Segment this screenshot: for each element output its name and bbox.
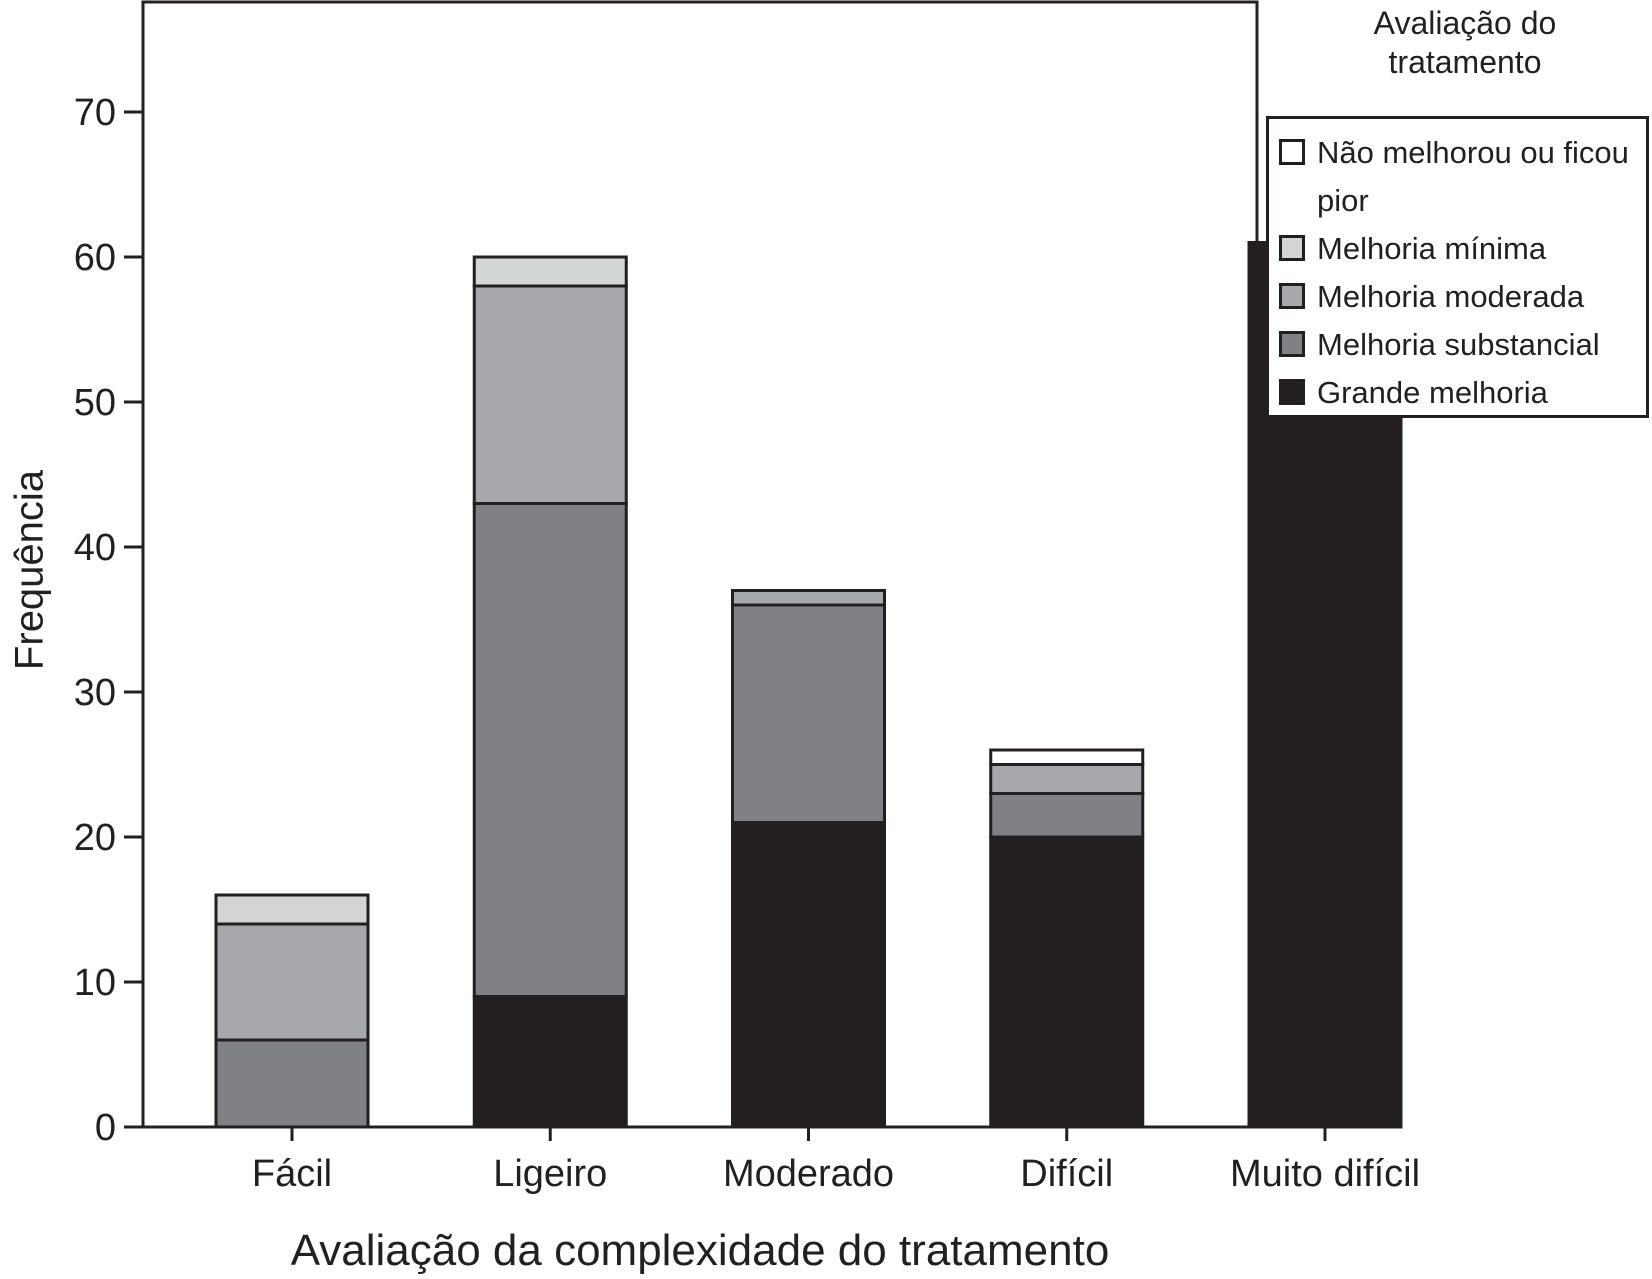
y-tick-label: 10	[74, 962, 116, 1004]
legend-item-melhoria-moderada: Melhoria moderada	[1279, 273, 1640, 321]
legend-item-melhoria-substancial: Melhoria substancial	[1279, 321, 1640, 369]
bar-segment-difícil-s2	[989, 763, 1145, 795]
y-tick-label: 0	[95, 1107, 116, 1149]
y-tick-label: 40	[74, 527, 116, 569]
bar-segment-ligeiro-s2	[472, 284, 628, 505]
legend-item-grande-melhoria: Grande melhoria	[1279, 369, 1640, 417]
y-tick-label: 50	[74, 382, 116, 424]
x-tick-label: Difícil	[1020, 1153, 1113, 1195]
legend-swatch	[1279, 235, 1305, 261]
y-axis-label: Frequência	[7, 469, 52, 671]
x-tick-label: Muito difícil	[1230, 1153, 1420, 1195]
bar-segment-fácil-s2	[214, 922, 370, 1042]
bar-segment-difícil-s4	[989, 748, 1145, 766]
bar-segment-moderado-s0	[731, 821, 886, 1129]
legend-item-nao-melhorou: Não melhorou ou ficou pior	[1279, 129, 1640, 225]
bar-segment-difícil-s0	[989, 835, 1145, 1129]
legend-title: Avaliação do tratamento	[1373, 5, 1557, 80]
x-axis-label: Avaliação da complexidade do tratamento	[290, 1226, 1110, 1275]
y-tick-label: 30	[74, 672, 116, 714]
bar-segment-moderado-s2	[731, 589, 886, 607]
x-tick-label: Ligeiro	[493, 1153, 607, 1195]
legend-label: Melhoria mínima	[1317, 231, 1547, 266]
bar-segment-fácil-s3	[214, 893, 370, 926]
bar-segment-difícil-s1	[989, 792, 1145, 839]
bar-segment-fácil-s1	[214, 1038, 370, 1129]
legend-label: Melhoria substancial	[1317, 327, 1600, 362]
legend-label: Grande melhoria	[1317, 375, 1548, 410]
bars	[214, 241, 1403, 1129]
y-tick-label: 70	[74, 92, 116, 134]
legend-label: Melhoria moderada	[1317, 279, 1585, 314]
y-axis: 0 10 20 30 40 50 60 70	[74, 92, 143, 1149]
legend-swatch	[1279, 379, 1305, 405]
legend: Não melhorou ou ficou pior Melhoria míni…	[1266, 116, 1649, 418]
legend-swatch	[1279, 331, 1305, 357]
y-tick-label: 60	[74, 237, 116, 279]
bar-segment-ligeiro-s1	[472, 502, 628, 998]
legend-label: Não melhorou ou ficou pior	[1317, 135, 1629, 218]
legend-item-melhoria-minima: Melhoria mínima	[1279, 225, 1640, 273]
legend-swatch	[1279, 283, 1305, 309]
bar-segment-ligeiro-s3	[472, 255, 628, 288]
y-tick-label: 20	[74, 817, 116, 859]
legend-swatch	[1279, 139, 1305, 165]
bar-segment-ligeiro-s0	[472, 995, 628, 1129]
bar-segment-moderado-s1	[731, 603, 886, 824]
x-tick-label: Moderado	[723, 1153, 894, 1195]
x-tick-label: Fácil	[252, 1153, 332, 1195]
x-axis: Fácil Ligeiro Moderado Difícil Muito difícil	[252, 1127, 1420, 1195]
